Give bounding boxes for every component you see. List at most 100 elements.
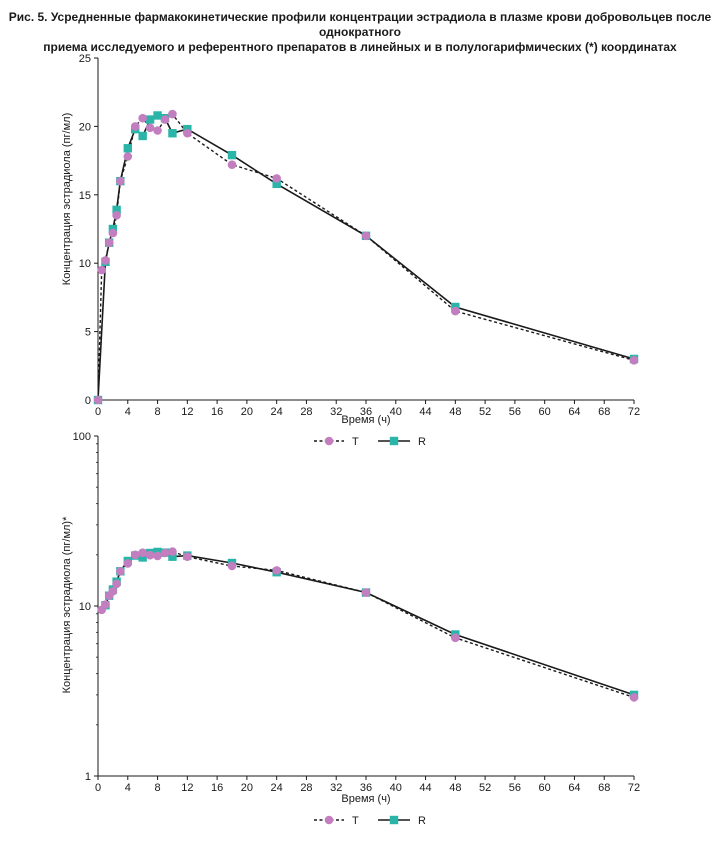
data-point-T	[153, 126, 162, 135]
x-tick-label: 32	[330, 782, 342, 794]
data-point-R	[227, 150, 237, 160]
series-line-T	[101, 550, 635, 699]
data-point-T	[130, 122, 140, 131]
legend-label-R: R	[418, 436, 426, 448]
data-point-T	[168, 547, 177, 556]
x-tick-label: 52	[479, 406, 491, 418]
data-point-T	[145, 123, 155, 133]
x-tick-label: 44	[419, 406, 431, 418]
data-point-T	[451, 633, 460, 643]
data-point-T	[160, 548, 170, 558]
data-point-R	[168, 552, 177, 561]
x-tick-label: 44	[419, 782, 431, 794]
data-point-T	[101, 256, 110, 265]
x-tick-label: 28	[300, 782, 312, 794]
x-axis-label: Время (ч)	[341, 793, 390, 805]
data-point-T	[168, 109, 177, 119]
data-point-T	[108, 587, 118, 596]
data-point-T	[104, 238, 114, 247]
data-point-R	[138, 553, 147, 562]
data-point-T	[138, 113, 147, 123]
data-point-T	[451, 306, 460, 316]
data-point-T	[101, 600, 110, 609]
x-tick-label: 20	[241, 782, 253, 794]
legend-label-T: T	[352, 436, 359, 448]
data-point-T	[361, 231, 371, 241]
data-point-T	[145, 550, 155, 560]
data-point-T	[112, 579, 121, 589]
data-point-T	[116, 176, 125, 186]
x-tick-label: 4	[125, 782, 131, 794]
y-tick-label: 5	[85, 327, 91, 339]
x-tick-label: 20	[241, 406, 253, 418]
series-line-R	[104, 551, 635, 696]
x-tick-label: 12	[181, 406, 193, 418]
chart-panel-1: 0 4 8 12 16 20 24 28 32 36 40 44 48 52 56 60 64 68 7205101…	[61, 53, 640, 448]
data-point-T	[123, 152, 133, 161]
data-point-T	[227, 160, 237, 170]
data-point-R	[272, 179, 281, 189]
figure-caption: Рис. 5. Усредненные фармакокинетические …	[0, 10, 720, 55]
x-tick-label: 4	[125, 406, 131, 418]
x-tick-label: 36	[360, 406, 372, 418]
y-tick-label: 100	[73, 431, 91, 443]
data-point-T	[130, 550, 140, 560]
data-point-R	[138, 131, 147, 141]
legend-marker-T	[324, 815, 334, 825]
x-tick-label: 0	[95, 782, 101, 794]
data-point-T	[123, 559, 133, 568]
legend-label-R: R	[418, 815, 426, 827]
y-tick-label: 10	[79, 258, 91, 270]
series-line-T	[97, 113, 635, 401]
x-tick-label: 68	[598, 406, 610, 418]
data-point-T	[227, 561, 237, 571]
legend-marker-R	[389, 815, 399, 825]
x-tick-label: 0	[95, 406, 101, 418]
x-tick-label: 52	[479, 782, 491, 794]
y-tick-label: 1	[85, 771, 91, 783]
y-axis-label: Концентрация эстрадиола (пг/мл)	[61, 113, 73, 285]
caption-line-1: Рис. 5. Усредненные фармакокинетические …	[8, 10, 712, 39]
data-point-R	[112, 205, 121, 215]
legend-marker-T	[324, 436, 334, 446]
x-tick-label: 56	[509, 406, 521, 418]
x-tick-label: 16	[211, 406, 223, 418]
data-point-T	[272, 174, 281, 183]
data-point-T	[629, 356, 639, 365]
x-tick-label: 16	[211, 782, 223, 794]
data-point-T	[97, 265, 107, 275]
data-point-R	[168, 129, 177, 138]
x-tick-label: 68	[598, 782, 610, 794]
x-tick-label: 64	[568, 782, 580, 794]
y-tick-label: 25	[79, 53, 91, 65]
data-point-R	[123, 144, 132, 153]
y-axis-label: Концентрация эстрадиола (пг/мл)*	[61, 516, 73, 693]
data-point-T	[629, 693, 639, 702]
caption-line-2: приема исследуемого и референтного препа…	[43, 40, 677, 54]
y-tick-label: 15	[79, 190, 91, 202]
data-point-T	[272, 566, 281, 575]
x-tick-label: 72	[628, 782, 640, 794]
data-point-T	[108, 228, 118, 238]
y-tick-label: 0	[85, 395, 91, 407]
x-tick-label: 24	[271, 782, 283, 794]
x-tick-label: 28	[300, 406, 312, 418]
data-point-T	[183, 128, 192, 138]
legend-marker-R	[389, 436, 399, 446]
x-tick-label: 24	[271, 406, 283, 418]
x-tick-label: 8	[154, 782, 160, 794]
data-point-R	[145, 115, 155, 124]
series-line-R	[97, 114, 635, 401]
data-point-T	[116, 566, 125, 576]
x-tick-label: 40	[390, 406, 402, 418]
y-tick-label: 20	[79, 121, 91, 133]
x-tick-label: 48	[449, 782, 461, 794]
chart-panel-2: 0 4 8 12 16 20 24 28 32 36 40 44 48 52 56 60 64 68 7211010…	[61, 431, 640, 827]
y-tick-label: 10	[79, 601, 91, 613]
data-point-T	[183, 552, 192, 561]
legend-label-T: T	[352, 815, 359, 827]
x-tick-label: 64	[568, 406, 580, 418]
